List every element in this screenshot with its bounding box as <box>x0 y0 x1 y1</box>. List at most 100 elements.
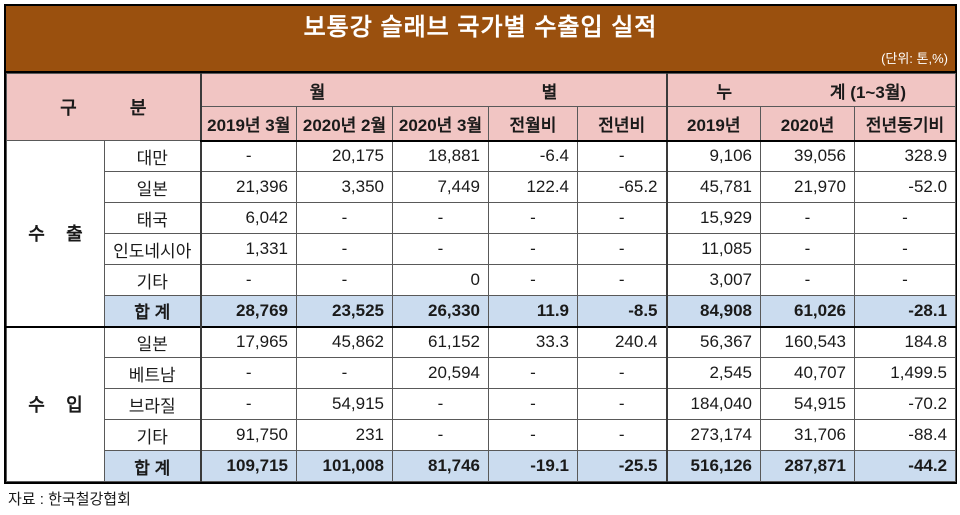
value-cell: - <box>577 140 667 172</box>
value-cell: -25.5 <box>577 450 667 482</box>
column-header: 2019년 3월 <box>199 106 297 142</box>
value-cell: - <box>199 357 297 389</box>
value-cell: 54,915 <box>296 388 393 420</box>
section-label-char: 입 <box>66 395 83 416</box>
header-cumulative-part2: 계 (1~3월) <box>829 82 907 102</box>
value-cell: - <box>577 202 667 234</box>
value-cell: 56,367 <box>665 325 761 358</box>
value-cell: - <box>760 202 855 234</box>
value-cell: 6,042 <box>199 202 297 234</box>
value-cell: 231 <box>296 419 393 451</box>
value-cell: - <box>392 419 489 451</box>
value-cell: 28,769 <box>199 295 297 327</box>
value-cell: - <box>760 264 855 296</box>
value-cell: -19.1 <box>488 450 578 482</box>
table-row: 기타 91,750 231- - -273,174 31,706 -88.4 <box>7 419 957 451</box>
value-cell: - <box>199 388 297 420</box>
value-cell: 61,026 <box>760 295 855 327</box>
value-cell: 11,085 <box>665 233 761 265</box>
header-monthly-part2: 별 <box>541 82 558 102</box>
value-cell: - <box>296 202 393 234</box>
sum-label-cell: 합 계 <box>104 450 201 482</box>
value-cell: 9,106 <box>665 140 761 172</box>
value-cell: 31,706 <box>760 419 855 451</box>
value-cell: - <box>853 233 957 265</box>
title-bar: 보통강 슬래브 국가별 수출입 실적 (단위: 톤,%) <box>6 6 955 73</box>
value-cell: 287,871 <box>760 450 855 482</box>
value-cell: - <box>577 419 667 451</box>
table-row: 브라질 -54,915- - -184,040 54,915 -70.2 <box>7 388 957 420</box>
value-cell: 20,594 <box>392 357 489 389</box>
value-cell: 109,715 <box>199 450 297 482</box>
value-cell: - <box>488 202 578 234</box>
country-cell: 기타 <box>104 264 201 296</box>
value-cell: 33.3 <box>488 325 578 358</box>
value-cell: 160,543 <box>760 325 855 358</box>
country-cell: 태국 <box>104 202 201 234</box>
source-note: 자료 : 한국철강협회 <box>8 491 131 508</box>
value-cell: - <box>488 233 578 265</box>
value-cell: - <box>488 388 578 420</box>
value-cell: - <box>853 202 957 234</box>
value-cell: 18,881 <box>392 140 489 172</box>
value-cell: 3,007 <box>665 264 761 296</box>
value-cell: -8.5 <box>577 295 667 327</box>
value-cell: -70.2 <box>853 388 957 420</box>
table-row: 태국 6,042- - - -15,929- - <box>7 202 957 234</box>
value-cell: - <box>392 233 489 265</box>
value-cell: 40,707 <box>760 357 855 389</box>
header-gubun: 구 분 <box>6 73 201 141</box>
value-cell: -88.4 <box>853 419 957 451</box>
value-cell: 184.8 <box>853 325 957 358</box>
column-header: 2019년 <box>665 106 761 142</box>
value-cell: 45,781 <box>665 171 761 203</box>
value-cell: 84,908 <box>665 295 761 327</box>
value-cell: 21,970 <box>760 171 855 203</box>
value-cell: -44.2 <box>853 450 957 482</box>
section-label-char: 출 <box>66 224 83 245</box>
header-gubun-part2: 분 <box>129 98 147 118</box>
table-header: 구 분 월 별 누 계 (1~3월) <box>6 73 957 142</box>
value-cell: 26,330 <box>392 295 489 327</box>
table-body: 수 출 대만 -20,175 18,881 -6.4-9,106 39,056 328.9 일본… <box>6 140 957 482</box>
value-cell: - <box>296 264 393 296</box>
value-cell: 61,152 <box>392 325 489 358</box>
value-cell: 240.4 <box>577 325 667 358</box>
value-cell: 11.9 <box>488 295 578 327</box>
value-cell: 54,915 <box>760 388 855 420</box>
value-cell: 516,126 <box>665 450 761 482</box>
value-cell: - <box>392 388 489 420</box>
value-cell: 101,008 <box>296 450 393 482</box>
value-cell: 81,746 <box>392 450 489 482</box>
value-cell: - <box>577 357 667 389</box>
value-cell: - <box>296 233 393 265</box>
value-cell: - <box>296 357 393 389</box>
country-cell: 브라질 <box>104 388 201 420</box>
value-cell: - <box>577 233 667 265</box>
page-title: 보통강 슬래브 국가별 수출입 실적 <box>303 14 658 41</box>
country-cell: 베트남 <box>104 357 201 389</box>
value-cell: 15,929 <box>665 202 761 234</box>
column-header: 전년비 <box>577 106 667 142</box>
value-cell: 328.9 <box>853 140 957 172</box>
value-cell: 1,499.5 <box>853 357 957 389</box>
value-cell: 91,750 <box>199 419 297 451</box>
value-cell: 3,350 <box>296 171 393 203</box>
value-cell: 1,331 <box>199 233 297 265</box>
value-cell: - <box>199 140 297 172</box>
value-cell: - <box>488 419 578 451</box>
value-cell: -6.4 <box>488 140 578 172</box>
value-cell: 21,396 <box>199 171 297 203</box>
value-cell: - <box>577 388 667 420</box>
value-cell: - <box>392 202 489 234</box>
table-row: 일본 21,396 3,350 7,449 122.4 -65.2 45,781 21,970… <box>7 171 957 203</box>
sum-row: 합 계 109,715 101,008 81,746 -19.1 -25.5 516,126… <box>7 450 957 482</box>
value-cell: 39,056 <box>760 140 855 172</box>
country-cell: 대만 <box>104 140 201 172</box>
column-header: 전월비 <box>488 106 578 142</box>
country-cell: 기타 <box>104 419 201 451</box>
value-cell: 17,965 <box>199 325 297 358</box>
